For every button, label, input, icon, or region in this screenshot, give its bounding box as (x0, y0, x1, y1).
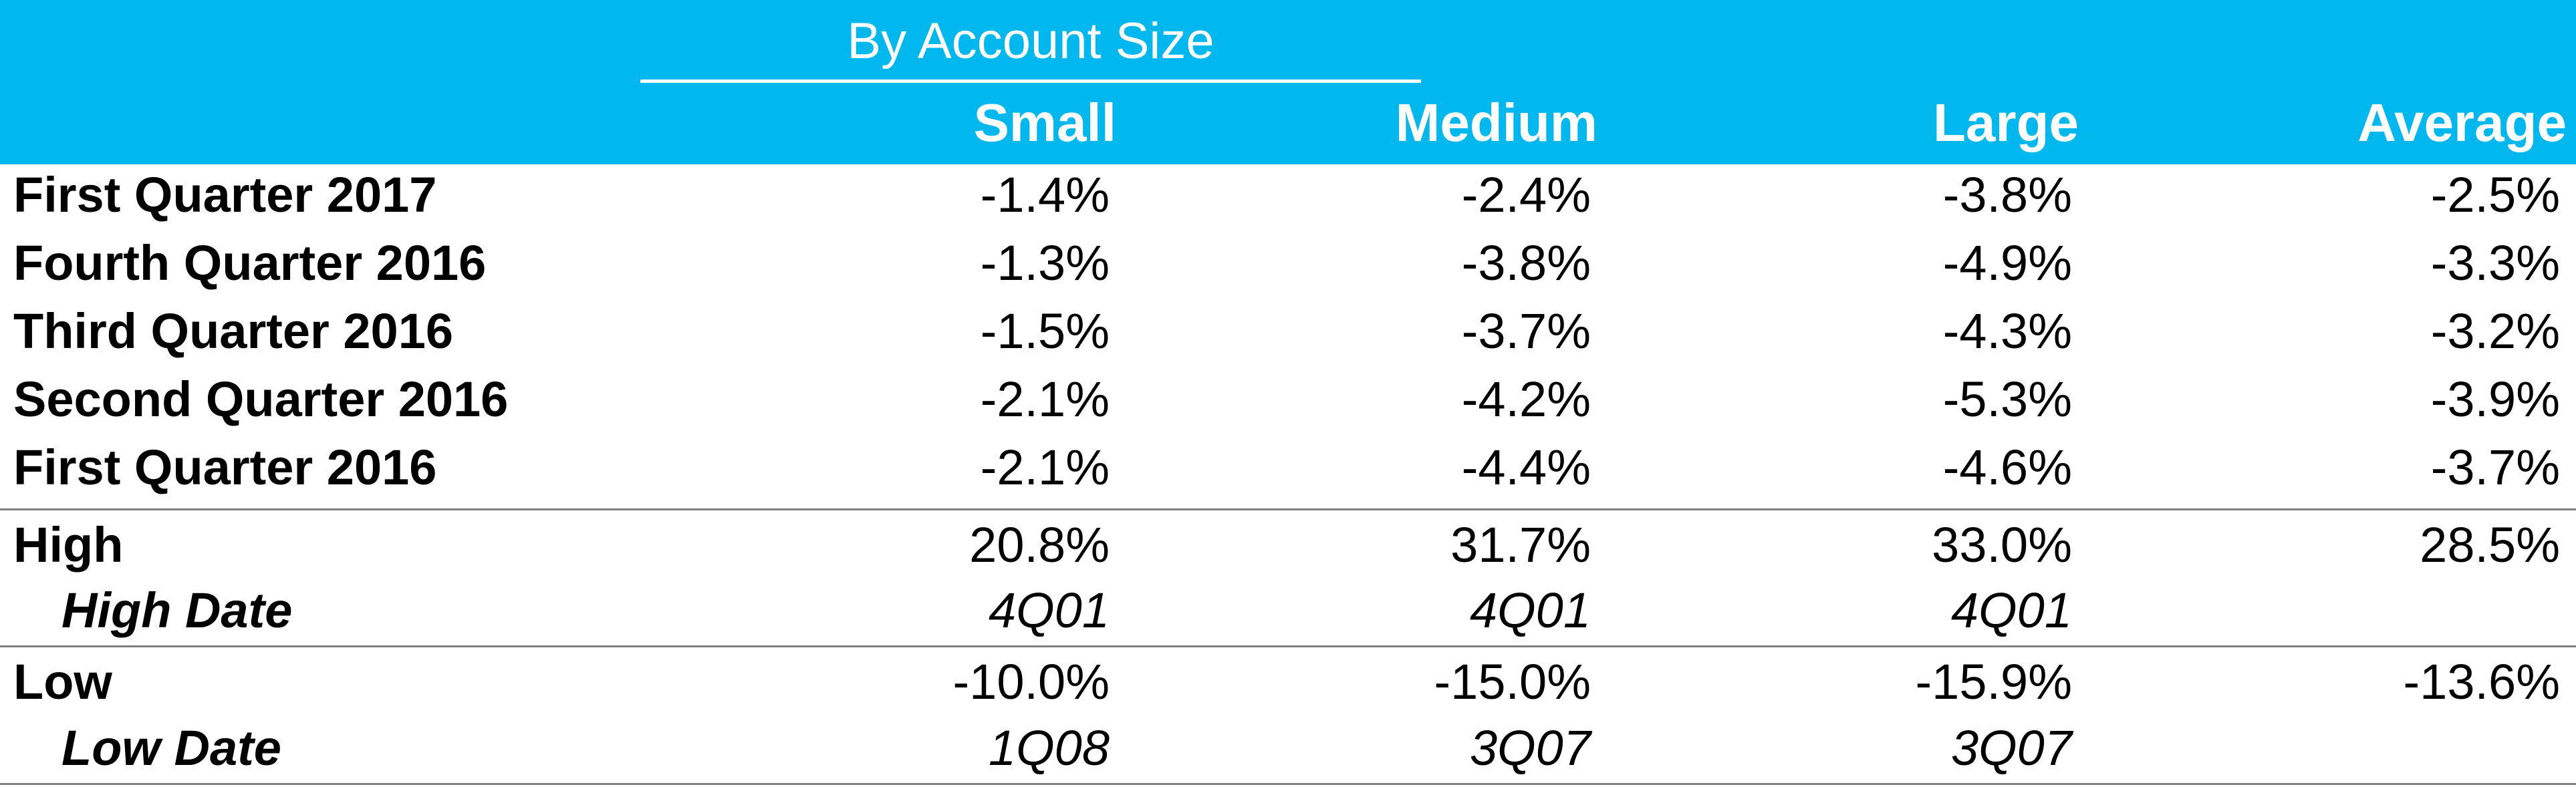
table-cell (2226, 714, 2560, 782)
column-header-medium: Medium (1395, 93, 1597, 152)
separator-low (0, 645, 2576, 647)
row-label: First Quarter 2016 (13, 440, 437, 495)
table-cell (2226, 576, 2560, 645)
separator-bottom (0, 783, 2576, 785)
row-label: Low (13, 654, 112, 710)
table-cell: -4.2% (1461, 371, 1591, 427)
table-cell: 3Q07 (1469, 720, 1591, 776)
table-cell: -10.0% (952, 654, 1110, 710)
table-cell: -4.4% (1461, 440, 1591, 495)
table-cell: -3.8% (1942, 167, 2072, 222)
table-cell: 1Q08 (988, 720, 1110, 776)
table-row: Low Date 1Q08 3Q07 3Q07 (0, 714, 2576, 782)
row-label: Low Date (61, 720, 281, 776)
table-row: Fourth Quarter 2016 -1.3% -3.8% -4.9% -3.3% (0, 228, 2576, 297)
table-row: First Quarter 2016 -2.1% -4.4% -4.6% -3.7% (0, 433, 2576, 502)
row-label: Fourth Quarter 2016 (13, 235, 487, 291)
table-cell: -3.9% (2430, 371, 2560, 427)
row-label: High Date (61, 583, 293, 638)
table-cell: 33.0% (1932, 517, 2072, 573)
table-row: Third Quarter 2016 -1.5% -3.7% -4.3% -3.2% (0, 297, 2576, 365)
table-cell: -3.8% (1461, 235, 1591, 291)
table-row: First Quarter 2017 -1.4% -2.4% -3.8% -2.5% (0, 160, 2576, 229)
table-cell: 4Q01 (1950, 583, 2072, 638)
table-cell: 4Q01 (1469, 583, 1591, 638)
table-cell: -2.1% (980, 371, 1110, 427)
column-header-average: Average (2357, 93, 2567, 152)
column-header-large: Large (1933, 93, 2079, 152)
table-cell: -3.7% (1461, 303, 1591, 359)
table-cell: -5.3% (1942, 371, 2072, 427)
table-cell: -13.6% (2403, 654, 2560, 710)
table-cell: -2.5% (2430, 167, 2560, 222)
table-cell: 4Q01 (988, 583, 1110, 638)
table-cell: -3.3% (2430, 235, 2560, 291)
table-cell: -3.7% (2430, 440, 2560, 495)
table-cell: -3.2% (2430, 303, 2560, 359)
table-cell: -15.9% (1915, 654, 2072, 710)
row-label: High (13, 517, 124, 573)
table-row: High 20.8% 31.7% 33.0% 28.5% (0, 510, 2576, 579)
column-header-small: Small (973, 93, 1116, 152)
table-cell: 31.7% (1450, 517, 1591, 573)
table-cell: -2.4% (1461, 167, 1591, 222)
separator-high (0, 508, 2576, 510)
table-cell: 20.8% (969, 517, 1110, 573)
table-header: By Account Size Small Medium Large Avera… (0, 0, 2576, 164)
group-title: By Account Size (847, 13, 1214, 69)
table-cell: -1.4% (980, 167, 1110, 222)
table-cell: -4.9% (1942, 235, 2072, 291)
table-row: Second Quarter 2016 -2.1% -4.2% -5.3% -3.9% (0, 365, 2576, 434)
table-cell: -15.0% (1434, 654, 1591, 710)
row-label: Third Quarter 2016 (13, 303, 454, 359)
group-underline (640, 80, 1421, 83)
table-cell: -1.5% (980, 303, 1110, 359)
table-row: High Date 4Q01 4Q01 4Q01 (0, 576, 2576, 645)
table-cell: 28.5% (2420, 517, 2560, 573)
table-cell: -4.3% (1942, 303, 2072, 359)
table-cell: -1.3% (980, 235, 1110, 291)
table-cell: -4.6% (1942, 440, 2072, 495)
row-label: Second Quarter 2016 (13, 371, 509, 427)
table-cell: 3Q07 (1950, 720, 2072, 776)
table-cell: -2.1% (980, 440, 1110, 495)
table-row: Low -10.0% -15.0% -15.9% -13.6% (0, 647, 2576, 716)
row-label: First Quarter 2017 (13, 167, 437, 222)
